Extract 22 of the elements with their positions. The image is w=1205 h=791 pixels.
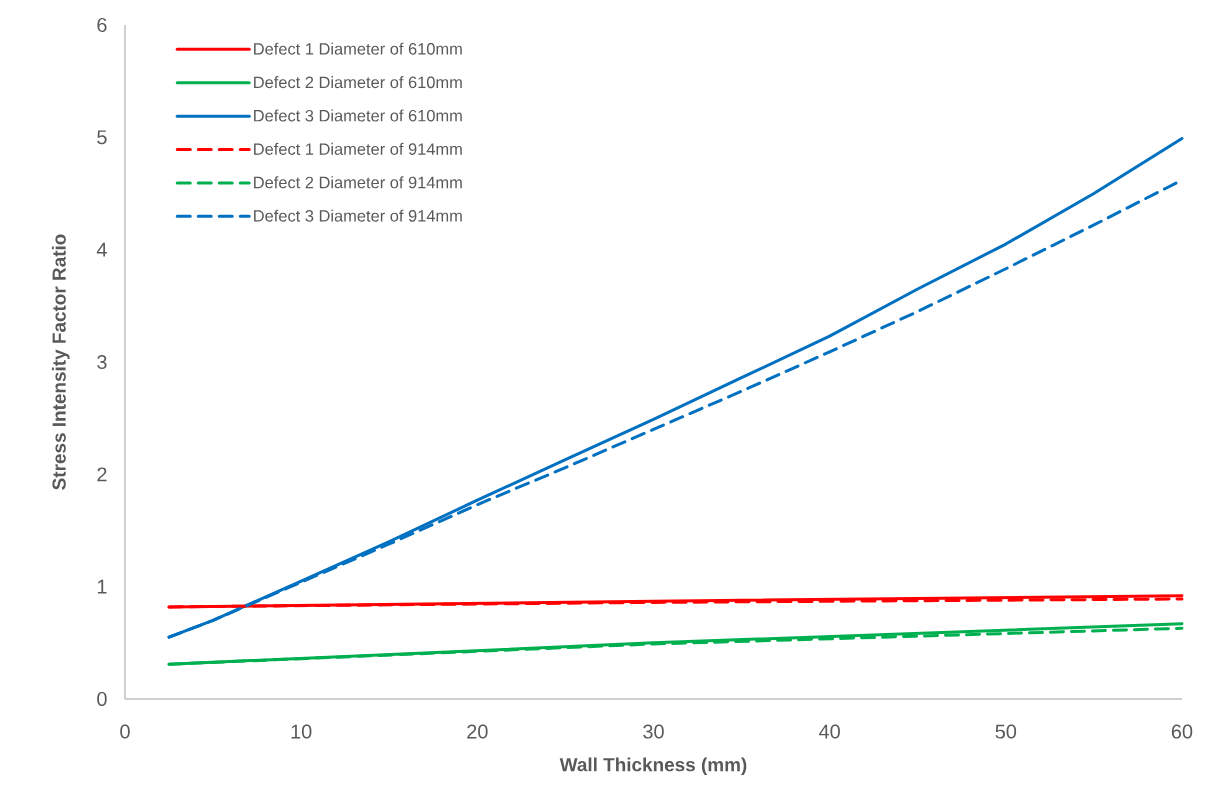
legend-label: Defect 2 Diameter of 914mm bbox=[254, 176, 462, 189]
legend-label: Defect 2 Diameter of 610mm bbox=[254, 76, 462, 89]
x-tick-label: 0 bbox=[120, 724, 130, 739]
x-tick-label: 10 bbox=[291, 724, 312, 739]
y-tick-label: 5 bbox=[97, 130, 107, 145]
legend-label: Defect 1 Diameter of 610mm bbox=[254, 42, 462, 55]
y-tick-label: 3 bbox=[97, 354, 107, 370]
x-tick-label: 40 bbox=[819, 724, 840, 739]
y-tick-label: 6 bbox=[97, 17, 107, 33]
legend-label: Defect 1 Diameter of 914mm bbox=[254, 142, 462, 155]
legend-label: Defect 3 Diameter of 610mm bbox=[254, 109, 462, 122]
legend-label: Defect 3 Diameter of 914mm bbox=[254, 209, 462, 222]
y-tick-label: 2 bbox=[97, 467, 107, 482]
x-tick-label: 60 bbox=[1171, 724, 1193, 739]
y-axis-title: Stress Intensity Factor Ratio bbox=[51, 234, 70, 490]
x-tick-label: 30 bbox=[643, 724, 664, 739]
y-tick-label: 4 bbox=[96, 242, 107, 257]
x-tick-label: 20 bbox=[467, 724, 488, 739]
x-tick-label: 50 bbox=[995, 724, 1017, 739]
y-tick-label: 1 bbox=[97, 579, 107, 594]
y-tick-label: 0 bbox=[97, 691, 107, 707]
x-axis-title: Wall Thickness (mm) bbox=[559, 757, 747, 776]
